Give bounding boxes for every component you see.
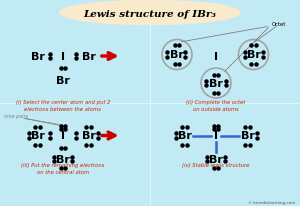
Text: I: I bbox=[61, 52, 65, 62]
Text: Lewis structure of IBr₃: Lewis structure of IBr₃ bbox=[84, 9, 216, 19]
Text: I: I bbox=[61, 131, 65, 141]
Text: (ii) Complete the octet
on outside atoms: (ii) Complete the octet on outside atoms bbox=[186, 100, 246, 112]
Text: Br: Br bbox=[82, 131, 95, 141]
Text: Br: Br bbox=[209, 79, 223, 89]
Text: (i) Select the center atom and put 2
electrons between the atoms: (i) Select the center atom and put 2 ele… bbox=[16, 100, 110, 112]
Text: Br: Br bbox=[170, 50, 184, 60]
Text: Octet: Octet bbox=[272, 21, 286, 26]
Text: Br: Br bbox=[247, 50, 260, 60]
Text: Br: Br bbox=[241, 131, 254, 141]
Text: Br: Br bbox=[82, 52, 95, 62]
Text: Br: Br bbox=[178, 131, 191, 141]
Text: lone pairs: lone pairs bbox=[4, 114, 28, 119]
Ellipse shape bbox=[60, 1, 240, 25]
Text: Br: Br bbox=[56, 154, 70, 164]
Text: I: I bbox=[214, 131, 218, 141]
Text: Br: Br bbox=[209, 154, 223, 164]
Text: Br: Br bbox=[56, 76, 70, 85]
Text: (iv) Stable lewis structure: (iv) Stable lewis structure bbox=[182, 163, 250, 168]
Text: Br: Br bbox=[31, 52, 44, 62]
Text: © knordislearning.com: © knordislearning.com bbox=[248, 200, 296, 204]
Text: (iii) Put the remaining electrons
on the central atom: (iii) Put the remaining electrons on the… bbox=[21, 163, 105, 174]
Text: Br: Br bbox=[31, 131, 44, 141]
Text: I: I bbox=[214, 52, 218, 62]
